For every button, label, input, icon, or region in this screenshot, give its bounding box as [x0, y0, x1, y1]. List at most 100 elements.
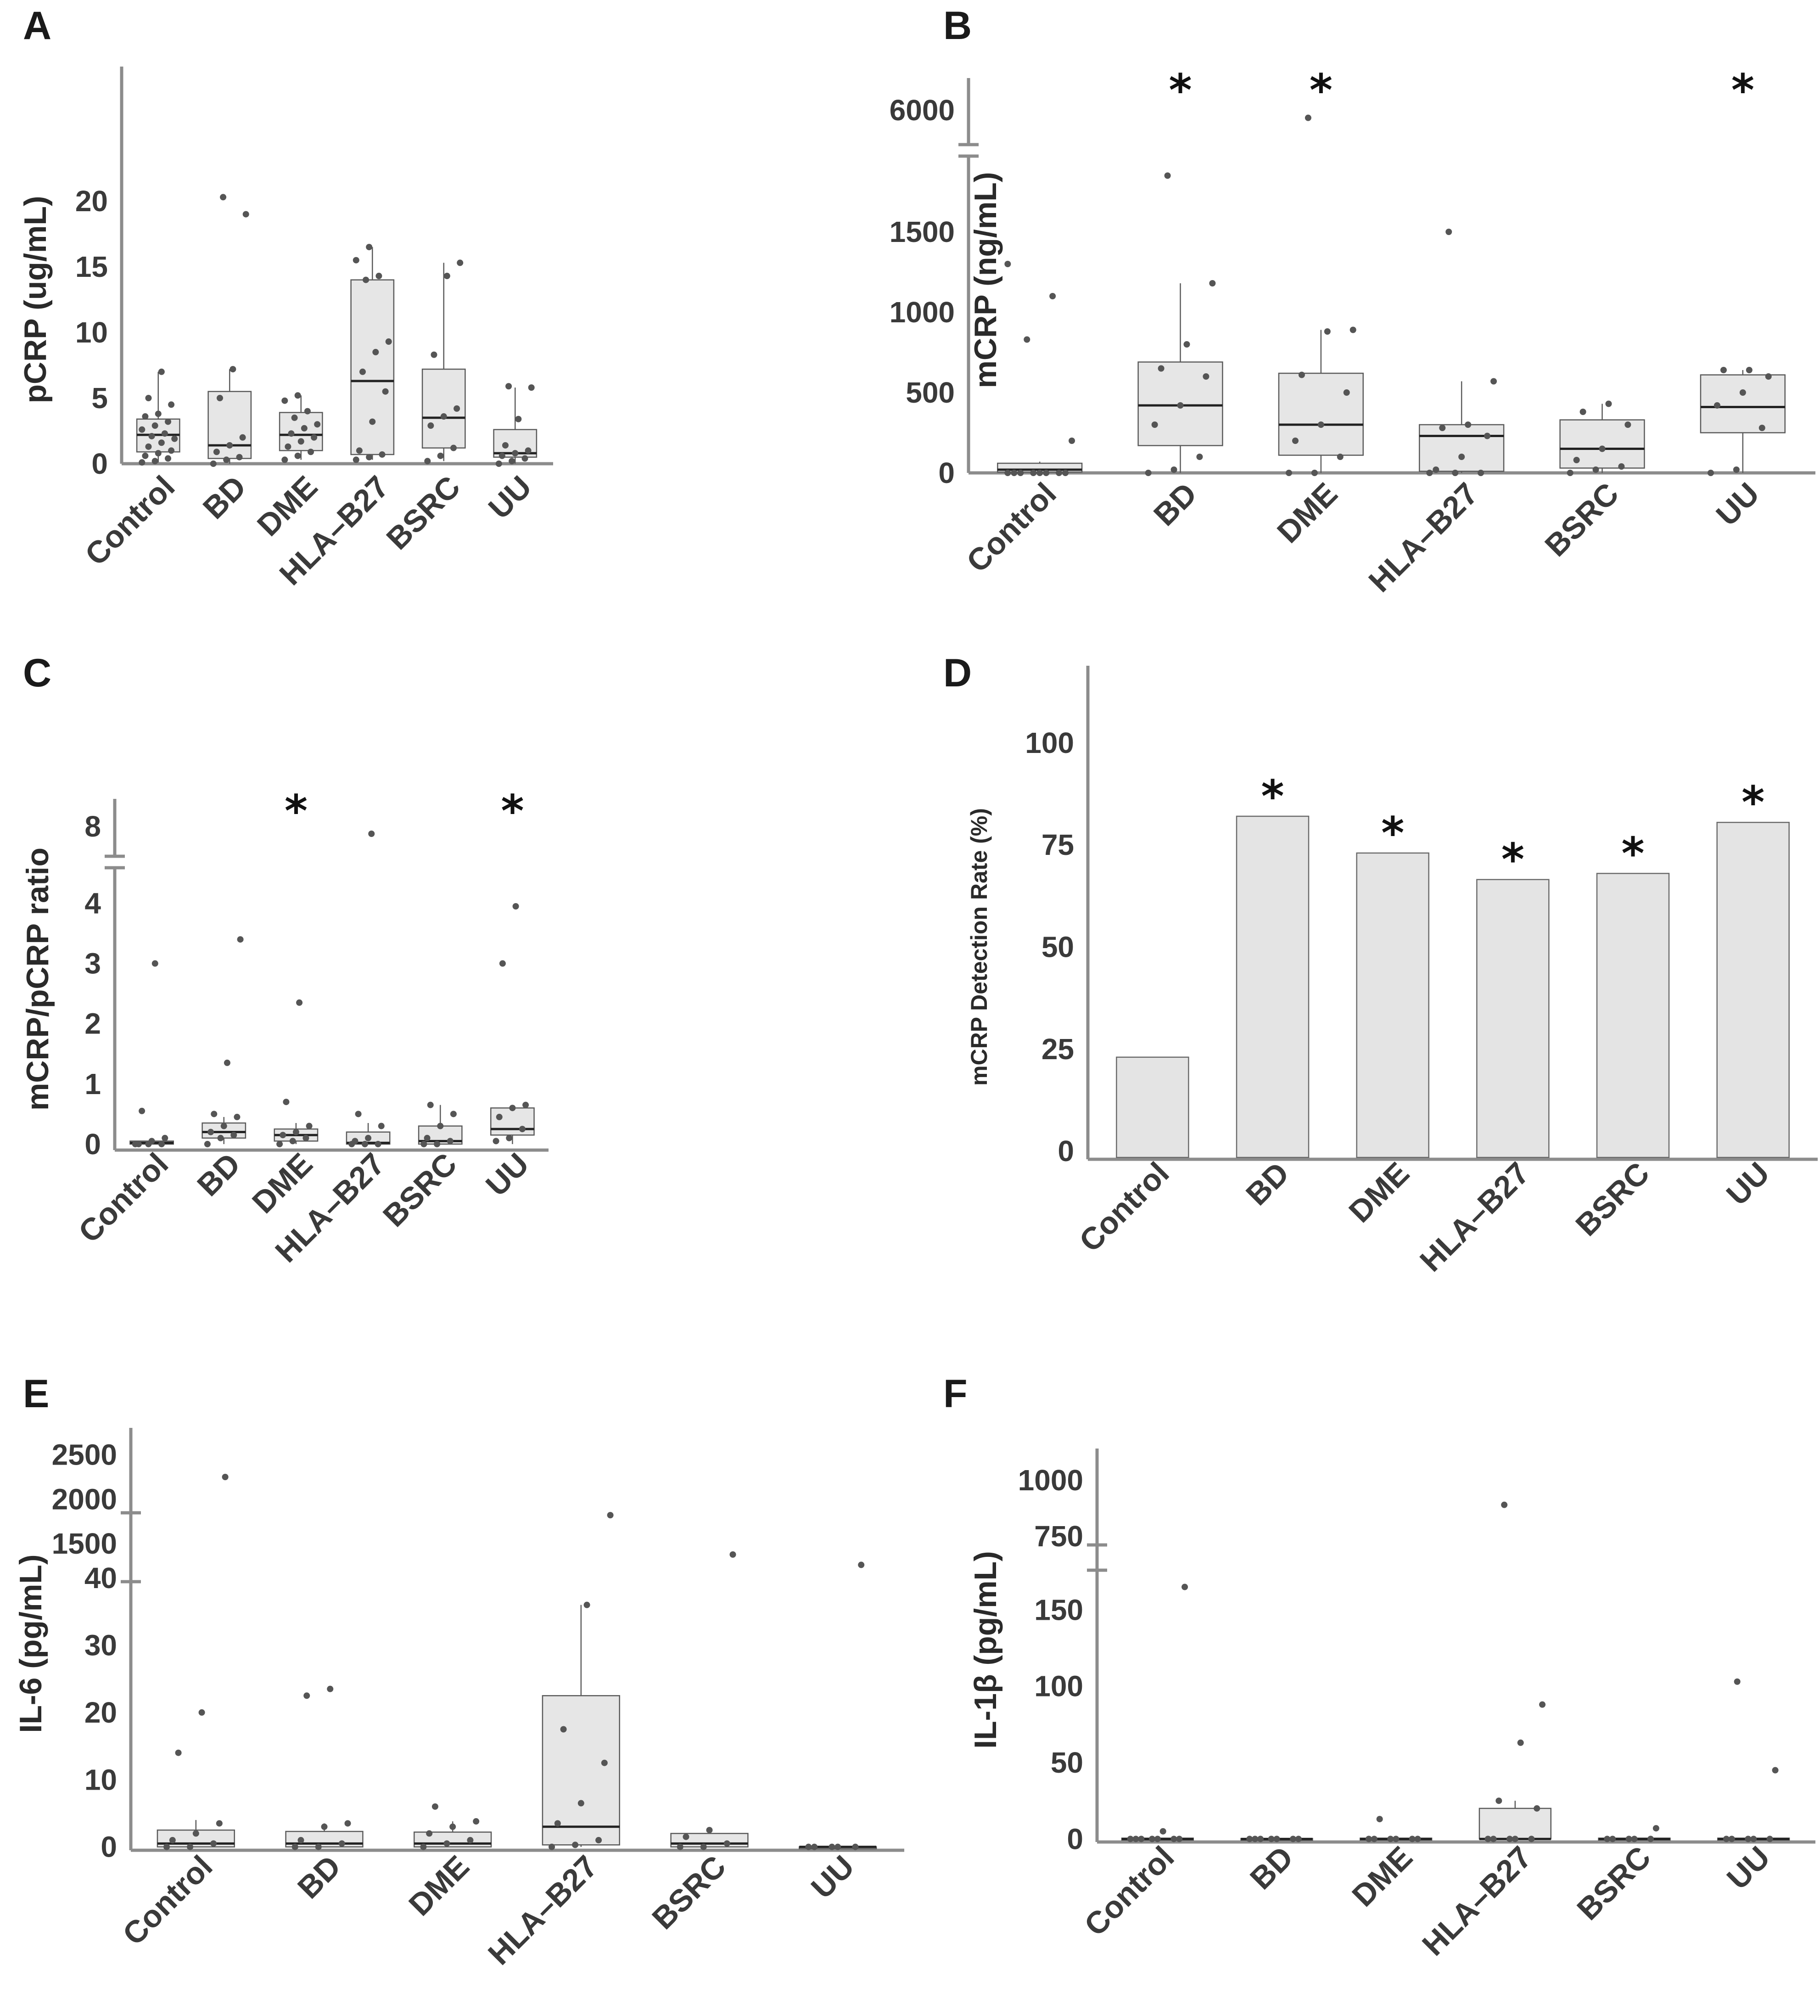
data-point [1458, 454, 1465, 460]
x-tick-label: BD [1243, 1840, 1300, 1896]
data-point [1196, 454, 1203, 460]
significance-star: * [1381, 808, 1404, 859]
data-point [1295, 1836, 1302, 1842]
data-point [375, 1140, 381, 1147]
data-point [306, 1123, 313, 1129]
data-point [314, 421, 321, 428]
data-point [512, 450, 519, 457]
data-point [151, 422, 158, 429]
data-point [1343, 389, 1350, 396]
data-point [1567, 470, 1574, 476]
box-group-bsrc [1559, 400, 1645, 476]
data-point [1625, 1836, 1632, 1842]
data-point [368, 831, 375, 837]
y-tick-label: 1500 [890, 215, 955, 248]
data-point [210, 1840, 217, 1847]
data-point [572, 1842, 579, 1848]
data-point [297, 438, 304, 445]
data-point [220, 1123, 227, 1129]
x-tick-label: BSRC [376, 1146, 464, 1234]
data-point [276, 1140, 283, 1147]
box-group-uu [1717, 1678, 1790, 1842]
panel-letter: E [23, 1372, 49, 1416]
data-point [139, 1107, 146, 1114]
data-point [155, 450, 162, 457]
data-point [683, 1833, 689, 1840]
data-point [434, 1140, 441, 1147]
data-point [1484, 432, 1491, 439]
data-point [148, 432, 155, 439]
data-point [1004, 470, 1011, 476]
data-point [379, 451, 386, 458]
y-tick-label: 50 [1042, 931, 1074, 964]
x-tick-label: DME [1271, 476, 1344, 550]
data-point [521, 455, 528, 462]
x-tick-label: Control [72, 1146, 175, 1250]
x-tick-label: DME [1345, 1840, 1419, 1914]
data-point [1305, 114, 1311, 121]
data-point [509, 458, 515, 465]
panel-letter: A [23, 4, 51, 48]
data-point [1733, 466, 1740, 473]
x-tick-label: BD [1147, 476, 1204, 533]
data-point [297, 1837, 304, 1844]
data-point [858, 1561, 865, 1568]
data-point [1164, 172, 1171, 179]
data-point [1268, 1836, 1275, 1842]
data-point [1203, 373, 1210, 380]
x-tick-label: UU [1720, 1840, 1777, 1896]
data-point [706, 1827, 713, 1834]
data-point [353, 456, 359, 463]
box [1559, 419, 1645, 469]
data-point [303, 1692, 310, 1699]
data-point [1478, 470, 1484, 476]
data-point [450, 444, 457, 451]
significance-star: * [1731, 65, 1754, 116]
data-point [158, 1140, 165, 1147]
data-point [522, 1101, 529, 1108]
data-point [1004, 261, 1011, 267]
data-point [723, 1840, 730, 1847]
data-point [148, 1138, 155, 1145]
data-point [1176, 1836, 1183, 1842]
data-point [281, 456, 288, 463]
data-point [1154, 1836, 1161, 1842]
x-tick-label: BSRC [380, 469, 467, 556]
y-tick-label: 0 [938, 456, 955, 489]
data-point [1647, 1836, 1654, 1842]
data-point [204, 1140, 211, 1147]
box [350, 279, 395, 455]
y-tick-label: 1500 [52, 1527, 117, 1560]
data-point [1049, 293, 1056, 299]
x-tick-label: Control [1073, 1156, 1176, 1259]
data-point [168, 401, 175, 408]
data-point [427, 422, 434, 429]
y-tick-label: 6000 [890, 94, 955, 127]
data-point [1766, 1836, 1773, 1842]
data-point [372, 348, 379, 355]
box [1700, 374, 1786, 433]
box-group-bsrc [421, 259, 466, 465]
data-point [239, 434, 246, 441]
data-point [1465, 421, 1472, 428]
y-tick-label: 20 [84, 1696, 117, 1729]
box-group-bsrc [418, 1101, 463, 1147]
data-point [135, 1140, 142, 1147]
data-point [1069, 438, 1075, 444]
box-group-uu: * [1700, 65, 1786, 476]
data-point [454, 405, 460, 412]
data-point [506, 1134, 513, 1141]
bar-bsrc [1596, 873, 1670, 1158]
data-point [1772, 1767, 1779, 1774]
data-point [457, 259, 464, 266]
data-point [1528, 1836, 1535, 1842]
data-point [829, 1843, 835, 1850]
data-point [427, 1101, 434, 1108]
x-tick-label: BSRC [1538, 476, 1625, 563]
data-point [175, 1749, 182, 1756]
data-point [291, 414, 298, 421]
data-point [1728, 1836, 1735, 1842]
data-point [139, 426, 146, 433]
